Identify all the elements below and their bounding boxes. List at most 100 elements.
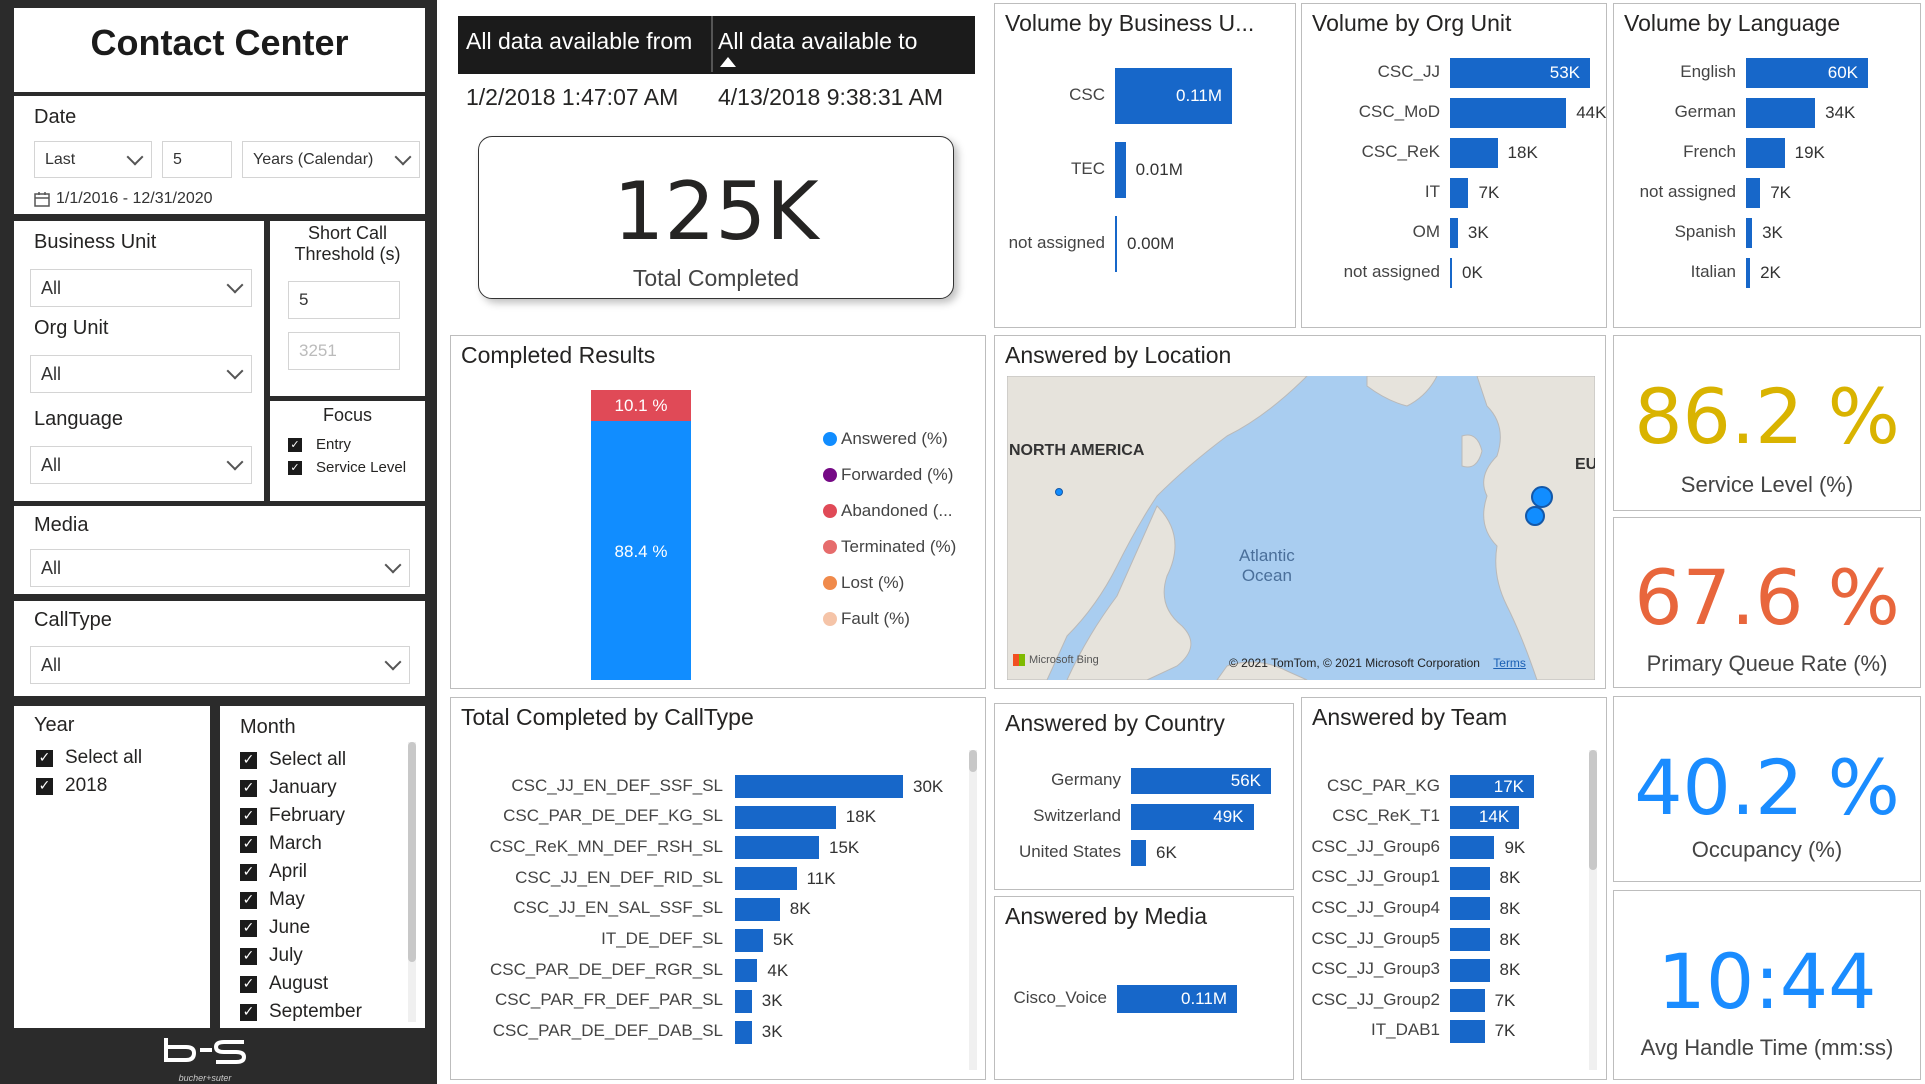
map-region-label: NORTH AMERICA [1009,442,1145,459]
bar[interactable] [1450,58,1590,88]
focus-item-service-level[interactable]: ✓ Service Level [288,456,406,479]
bar[interactable] [1131,840,1146,866]
bar[interactable] [1450,958,1490,982]
bar[interactable] [1746,178,1761,208]
legend-abandoned[interactable]: Abandoned (... [823,501,953,521]
bar-data-label: 44K [1576,103,1607,122]
legend-terminated[interactable]: Terminated (%) [823,537,956,557]
team-scroll-thumb[interactable] [1589,750,1597,870]
bar[interactable] [1450,98,1567,128]
bar[interactable] [1746,58,1868,88]
business-unit-label: Business Unit [34,231,157,253]
team-scrollbar[interactable] [1589,750,1597,1070]
bar[interactable] [1450,218,1458,248]
bar[interactable] [1746,258,1751,288]
bar-data-label: 7K [1494,1021,1516,1041]
checkbox-checked-icon: ✓ [240,751,257,769]
month-item-june[interactable]: ✓ June [240,914,362,942]
legend-label: Terminated (%) [841,537,957,556]
month-item-april[interactable]: ✓ April [240,858,362,886]
date-count-input[interactable]: 5 [162,141,232,178]
calltype-dropdown[interactable]: All [30,646,410,684]
bar[interactable] [1450,805,1520,829]
date-unit-dropdown[interactable]: Years (Calendar) [242,141,420,178]
bar[interactable] [1450,775,1534,798]
bar[interactable] [1450,928,1490,951]
bar[interactable] [735,867,797,891]
legend-answered[interactable]: Answered (%) [823,429,948,449]
month-item-september[interactable]: ✓ September [240,998,362,1026]
bar[interactable] [1450,178,1469,208]
bar-data-label: 0.00M [1127,234,1175,253]
month-item-march[interactable]: ✓ March [240,830,362,858]
bar[interactable] [1450,138,1498,168]
legend-lost[interactable]: Lost (%) [823,573,904,593]
bar[interactable] [1131,804,1254,830]
month-item-select-all[interactable]: ✓ Select all [240,746,362,774]
org-unit-dropdown[interactable]: All [30,355,252,393]
bar[interactable] [1115,142,1126,198]
bar[interactable] [1746,138,1785,168]
legend-fault[interactable]: Fault (%) [823,609,910,629]
bar[interactable] [1450,836,1495,860]
month-scroll-thumb[interactable] [408,742,416,962]
calltype-scroll-thumb[interactable] [969,750,977,772]
bar[interactable] [1746,98,1816,128]
bar[interactable] [1450,258,1452,288]
bar[interactable] [735,928,763,952]
map-ocean-label: Atlantic Ocean [1239,546,1295,586]
bar[interactable] [1450,866,1490,890]
bar[interactable] [1450,989,1485,1013]
bar[interactable] [1450,1019,1485,1043]
year-item-label: Select all [65,747,143,768]
stack-segment-abandoned[interactable] [591,390,691,421]
year-item-select-all[interactable]: ✓ Select all [36,744,142,772]
calltype-scrollbar[interactable] [969,750,977,1070]
bar[interactable] [735,959,758,983]
map-bubble-switzerland[interactable] [1525,506,1545,526]
bar[interactable] [1131,768,1271,794]
month-item-july[interactable]: ✓ July [240,942,362,970]
media-dropdown[interactable]: All [30,549,410,587]
total-completed-label: Total Completed [632,265,800,291]
month-scrollbar[interactable] [408,742,416,1022]
bar[interactable] [735,836,819,860]
bar[interactable] [1117,985,1237,1013]
short-call-input[interactable]: 5 [288,281,400,319]
chart-plot-area: CSC_JJ 53K CSC_MoD 44K CSC_ReK 18K IT 7K OM 3K not… [1302,4,1608,329]
bar-category-label: Germany [1051,770,1121,789]
month-item-may[interactable]: ✓ May [240,886,362,914]
bar[interactable] [1115,216,1117,272]
short-call-max-input[interactable]: 3251 [288,332,400,370]
legend-dot-icon [823,612,837,626]
map-bubble-united-states[interactable] [1055,488,1063,496]
stack-segment-answered[interactable] [591,421,691,680]
year-item-2018[interactable]: ✓ 2018 [36,772,142,800]
month-item-february[interactable]: ✓ February [240,802,362,830]
bar[interactable] [735,1020,752,1044]
month-item-january[interactable]: ✓ January [240,774,362,802]
business-unit-dropdown[interactable]: All [30,269,252,307]
bar[interactable] [735,775,903,798]
map-bubble-germany[interactable] [1531,486,1553,508]
legend-label: Forwarded (%) [841,465,954,484]
bar-category-label: CSC_MoD [1358,102,1440,121]
date-relative-dropdown[interactable]: Last [34,141,152,178]
bar[interactable] [735,989,752,1013]
legend-forwarded[interactable]: Forwarded (%) [823,465,953,485]
map-canvas[interactable]: NORTH AMERICA EU Atlantic Ocean Microsoft… [1007,376,1595,680]
bar[interactable] [1450,897,1490,921]
focus-item-entry[interactable]: ✓ Entry [288,433,406,456]
map-terms-link[interactable]: Terms [1493,656,1526,670]
bar[interactable] [1115,68,1232,124]
bar[interactable] [1746,218,1753,248]
bar-data-label: 0.11M [1181,989,1227,1008]
bar[interactable] [735,897,780,921]
calltype-value: All [41,654,62,675]
language-dropdown[interactable]: All [30,446,252,484]
sort-ascending-icon[interactable] [720,57,736,67]
to-label[interactable]: All data available to [718,28,918,54]
bar[interactable] [735,805,836,829]
month-item-august[interactable]: ✓ August [240,970,362,998]
bar-data-label: 15K [829,837,860,857]
